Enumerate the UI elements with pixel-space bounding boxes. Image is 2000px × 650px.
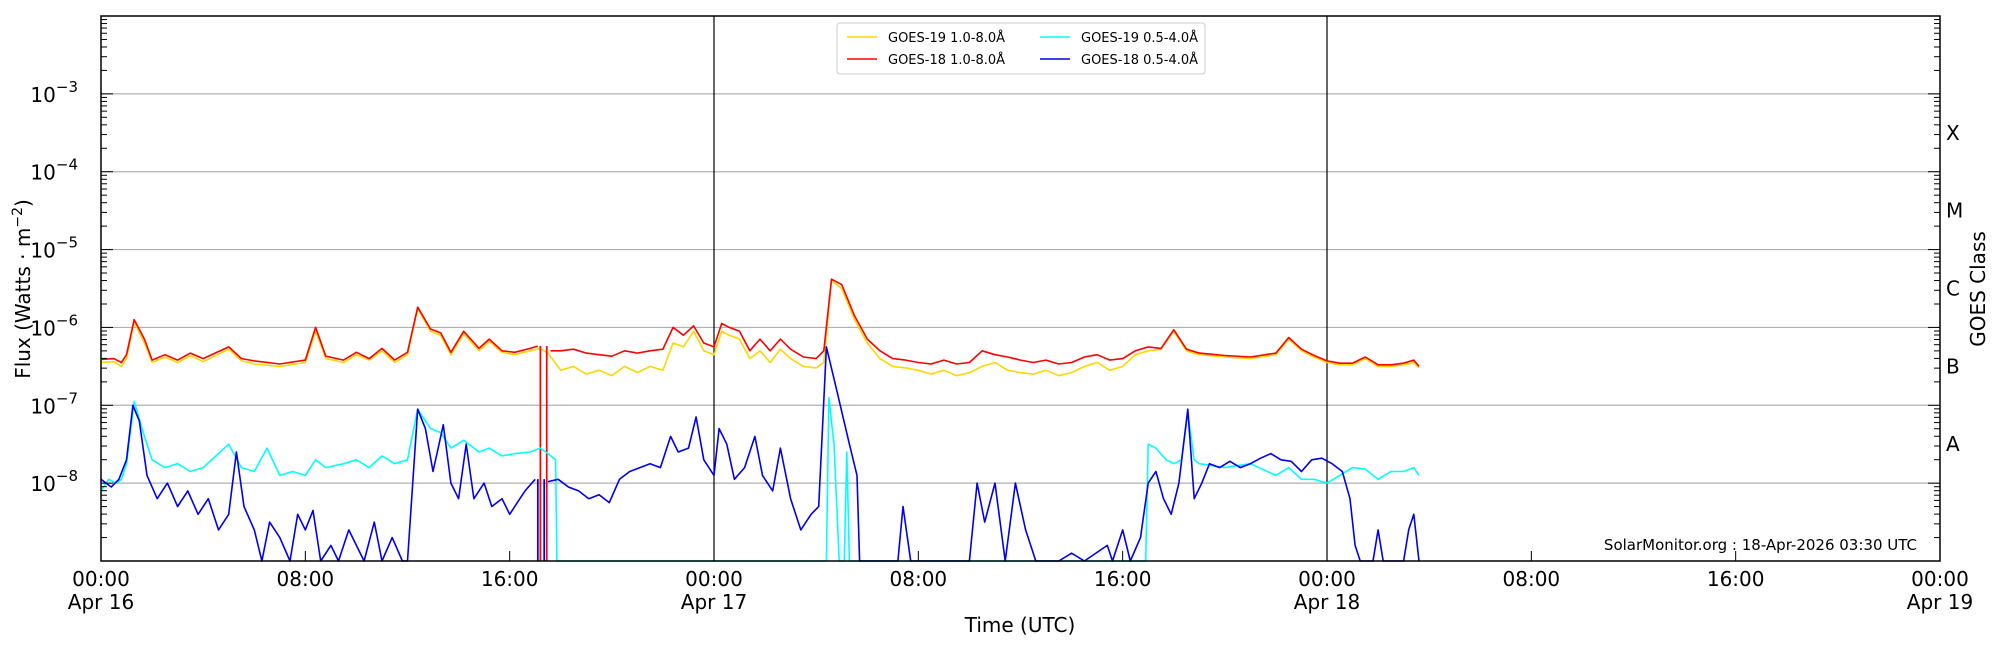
y-tick-label: 10−8 <box>30 467 78 496</box>
legend-box <box>836 22 1206 75</box>
goes-class-label: X <box>1946 121 1960 145</box>
y-tick-label: 10−6 <box>30 311 78 340</box>
legend-item: GOES-19 0.5-4.0Å <box>1040 30 1198 46</box>
x-tick-time: 16:00 <box>1094 567 1152 591</box>
goes-class-label: B <box>1946 354 1960 378</box>
x-tick-time: 16:00 <box>481 567 539 591</box>
legend-label: GOES-19 0.5-4.0Å <box>1081 30 1198 46</box>
y-axis-title: Flux (Watts · m−2) <box>10 199 35 379</box>
y-tick-label: 10−5 <box>30 234 78 263</box>
legend-item: GOES-18 0.5-4.0Å <box>1040 52 1198 68</box>
series-2 <box>100 278 1420 561</box>
x-tick-time: 00:00 <box>1298 567 1356 591</box>
goes-class-label: A <box>1946 432 1960 456</box>
gridlines <box>101 93 1940 484</box>
y-axis-tick-labels: 10−3 10−4 10−5 10−6 10−7 10−8 <box>30 78 78 496</box>
legend-label: GOES-19 1.0-8.0Å <box>888 30 1005 46</box>
legend-label: GOES-18 1.0-8.0Å <box>888 52 1005 68</box>
goes-class-labels: X M C B A <box>1946 121 1963 456</box>
x-axis-title: Time (UTC) <box>964 613 1076 637</box>
goes-class-label: C <box>1946 277 1960 301</box>
x-tick-date: Apr 16 <box>68 590 134 614</box>
x-tick-time: 00:00 <box>72 567 130 591</box>
goes-class-label: M <box>1946 199 1963 223</box>
axis-ticks <box>100 19 1941 562</box>
y-tick-label: 10−7 <box>30 389 78 418</box>
y-tick-label: 10−4 <box>30 156 78 185</box>
y-tick-label: 10−3 <box>30 78 78 107</box>
day-separator-lines <box>713 16 1328 561</box>
legend-label: GOES-18 0.5-4.0Å <box>1081 52 1198 68</box>
x-tick-time: 08:00 <box>890 567 948 591</box>
legend-item: GOES-19 1.0-8.0Å <box>847 30 1005 46</box>
legend: GOES-19 1.0-8.0Å GOES-18 1.0-8.0Å GOES-19 … <box>836 22 1206 75</box>
x-tick-date: Apr 19 <box>1907 590 1973 614</box>
y2-axis-title: GOES Class <box>1966 231 1990 347</box>
series-4 <box>100 346 1420 562</box>
x-tick-time: 00:00 <box>685 567 743 591</box>
x-tick-time: 08:00 <box>277 567 335 591</box>
source-annotation: SolarMonitor.org : 18-Apr-2026 03:30 UTC <box>1604 536 1917 554</box>
x-tick-date: Apr 18 <box>1294 590 1360 614</box>
x-tick-time: 00:00 <box>1911 567 1969 591</box>
plot-frame <box>100 15 1941 562</box>
plot-series <box>100 278 1420 562</box>
x-tick-time: 16:00 <box>1707 567 1765 591</box>
x-tick-time: 08:00 <box>1503 567 1561 591</box>
x-tick-date: Apr 17 <box>681 590 747 614</box>
series-3 <box>100 396 1420 562</box>
legend-item: GOES-18 1.0-8.0Å <box>847 52 1005 68</box>
